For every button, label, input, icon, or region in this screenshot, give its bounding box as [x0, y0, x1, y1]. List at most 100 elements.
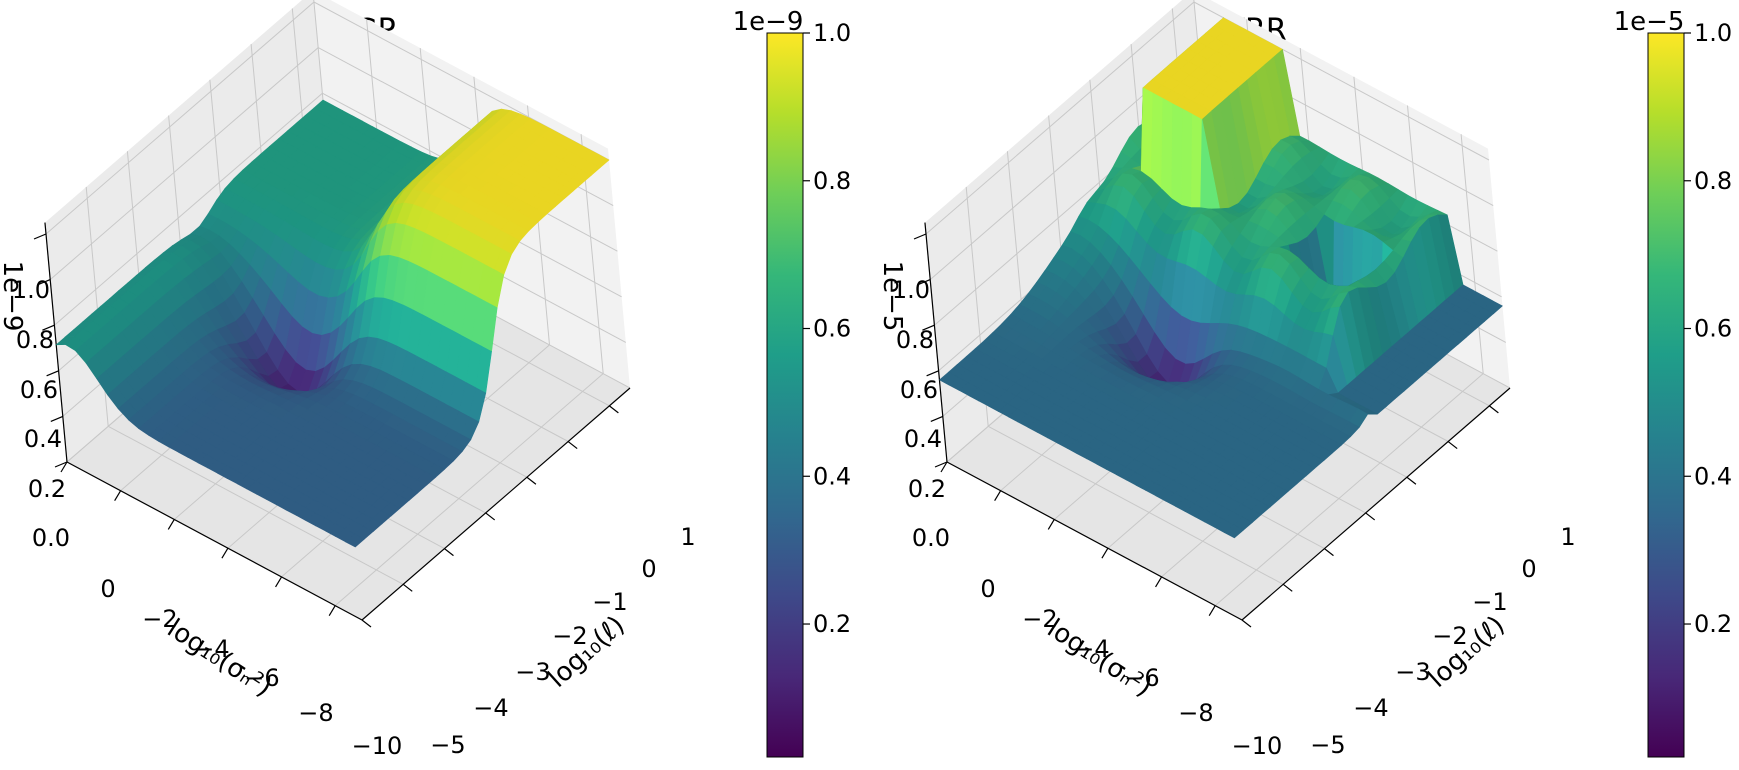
gp-colorbar-tick-label: 0.8: [813, 167, 851, 195]
krr-y-tick: [1324, 548, 1334, 557]
gp-z-tick: [42, 324, 55, 331]
krr-y-tick: [1282, 583, 1293, 592]
krr-x-tick-label: −6: [1124, 664, 1159, 692]
krr-axis-ticks: 0 −2 −4 −6 −8 −10 −5 −4 −3 −2 −1 0 1 0.0…: [892, 276, 1576, 760]
krr-surface-patch: [1181, 108, 1193, 208]
krr-colorbar-tick-label: 0.6: [1694, 315, 1732, 343]
krr-y-tick-label: −4: [1353, 694, 1388, 722]
krr-z-tick: [917, 279, 931, 286]
gp-z-tick-label: 0.4: [24, 425, 62, 453]
gp-y-tick-label: −3: [515, 658, 550, 686]
krr-xlabel: log₁₀(σₙ²): [1042, 614, 1157, 703]
krr-x-tick: [1101, 547, 1109, 559]
gp-surface-patch: [344, 533, 365, 548]
gp-y-axis-line: [361, 387, 631, 621]
krr-x-tick: [1047, 519, 1055, 530]
gp-y-tick-label: −2: [552, 622, 587, 650]
krr-x-tick-label: −2: [1022, 605, 1057, 633]
gp-y-tick-labels: −5 −4 −3 −2 −1 0 1: [430, 523, 695, 759]
gp-z-tick: [46, 370, 59, 377]
krr-y-tick-label: 0: [1521, 555, 1536, 583]
krr-colorbar-tick-label: 0.2: [1694, 610, 1732, 638]
krr-z-tick-labels: 0.0 0.2 0.4 0.6 0.8 1.0: [892, 276, 950, 552]
krr-y-tick-label: −2: [1432, 622, 1467, 650]
krr-grid-line: [925, 1, 1490, 235]
krr-colorbar-tick-label: 0.4: [1694, 462, 1732, 490]
krr-surface-patch: [1224, 524, 1244, 539]
krr-y-tick-labels: −5 −4 −3 −2 −1 0 1: [1310, 523, 1575, 759]
gp-colorbar: 1e−9 0.2 0.4 0.6 0.8 1.0: [733, 7, 851, 758]
gp-colorbar-offset: 1e−9: [733, 7, 804, 37]
gp-y-tick-label: 1: [680, 523, 695, 551]
gp-colorbar-tick-label: 0.6: [813, 315, 851, 343]
gp-y-tick-label: −5: [430, 731, 465, 759]
gp-panel: GP 0 −2 −4 −6 −8 −10 −5 −4 −3 −2 −1 0 1: [0, 0, 851, 760]
gp-z-tick-labels: 0.0 0.2 0.4 0.6 0.8 1.0: [12, 276, 70, 552]
gp-x-tick-label: −6: [244, 664, 279, 692]
krr-z-tick-label: 0.4: [904, 425, 942, 453]
krr-z-tick-label: 1.0: [892, 276, 930, 304]
gp-z-tick: [54, 461, 68, 468]
gp-y-tick-label: 0: [641, 555, 656, 583]
gp-z-tick-label: 0.8: [16, 326, 54, 354]
krr-y-tick: [1241, 619, 1252, 628]
krr-surface-patch: [1150, 92, 1164, 190]
gp-y-tick-label: −4: [473, 694, 508, 722]
krr-panel: KRR 0 −2 −4 −6 −8 −10 −5 −4 −3 −2 −1 0 1: [877, 0, 1732, 760]
krr-x-tick: [940, 461, 948, 473]
krr-colorbar-offset: 1e−5: [1614, 7, 1685, 37]
gp-colorbar-gradient: [766, 32, 804, 758]
krr-x-tick: [1155, 576, 1163, 588]
krr-z-offset: 1e−5: [877, 261, 907, 332]
gp-x-tick-labels: 0 −2 −4 −6 −8 −10: [100, 575, 402, 760]
gp-z-axis-line: [44, 222, 68, 463]
krr-surface: [938, 17, 1503, 539]
gp-y-tick: [526, 476, 537, 485]
gp-y-tick: [609, 405, 619, 414]
krr-z-tick-label: 0.6: [900, 376, 938, 404]
krr-z-tick: [934, 461, 948, 468]
krr-x-tick-label: −10: [1232, 732, 1283, 760]
krr-x-tick: [1208, 605, 1216, 616]
gp-y-tick: [485, 512, 496, 521]
krr-axis-lines: [913, 222, 1511, 628]
gp-x-tick-label: 0: [100, 575, 115, 603]
krr-x-tick-labels: 0 −2 −4 −6 −8 −10: [980, 575, 1282, 760]
gp-x-tick-label: −2: [142, 605, 177, 633]
gp-axis-lines: [33, 222, 631, 628]
gp-z-tick-label: 0.2: [28, 475, 66, 503]
gp-z-tick: [50, 415, 64, 422]
gp-z-tick-label: 0.0: [32, 524, 70, 552]
gp-y-tick: [402, 583, 413, 592]
gp-x-tick: [328, 605, 336, 616]
krr-y-tick-label: −1: [1472, 588, 1507, 616]
krr-colorbar-tick-label: 0.8: [1694, 167, 1732, 195]
gp-z-tick-label: 0.6: [20, 376, 58, 404]
gp-colorbar-tick-label: 0.2: [813, 610, 851, 638]
krr-y-tick: [1447, 441, 1458, 450]
gp-colorbar-tick-label: 0.4: [813, 462, 851, 490]
gp-x-tick: [221, 547, 229, 559]
krr-colorbar-gradient: [1647, 32, 1685, 758]
gp-y-tick: [567, 441, 578, 450]
krr-z-tick: [922, 324, 935, 331]
krr-z-axis-line: [924, 222, 948, 463]
gp-x-tick-label: −10: [352, 732, 403, 760]
krr-z-tick-label: 0.2: [908, 475, 946, 503]
krr-colorbar-tick-label: 1.0: [1694, 19, 1732, 47]
krr-x-tick: [994, 490, 1002, 502]
gp-x-tick: [60, 461, 68, 473]
gp-xlabel: log₁₀(σₙ²): [162, 614, 277, 703]
krr-y-axis-line: [1241, 387, 1511, 621]
krr-surface-patch: [1161, 97, 1173, 200]
krr-y-tick: [1489, 405, 1499, 414]
krr-surface-patch: [1171, 103, 1183, 206]
krr-x-tick-label: −4: [1074, 635, 1109, 663]
gp-surface: [55, 99, 610, 548]
gp-y-tick-label: −1: [592, 588, 627, 616]
gp-z-tick-label: 1.0: [12, 276, 50, 304]
krr-y-tick: [1406, 476, 1417, 485]
krr-z-tick: [926, 370, 939, 377]
krr-z-tick: [930, 415, 944, 422]
gp-x-tick: [167, 519, 175, 530]
